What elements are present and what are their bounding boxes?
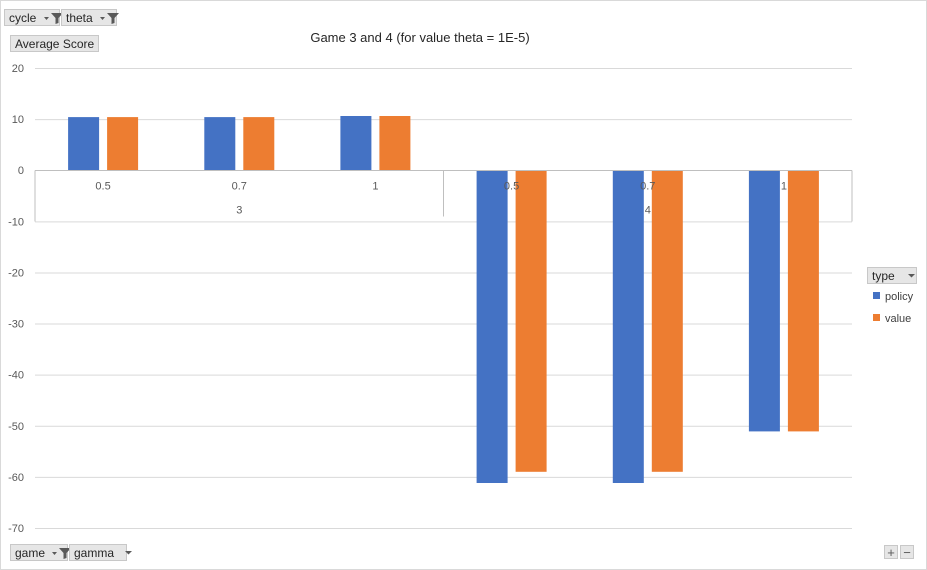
x-tick-label: 1 <box>372 181 378 193</box>
y-tick-label: 20 <box>12 63 24 75</box>
y-tick-label: -20 <box>8 267 24 279</box>
filter-dropdown-icon <box>99 10 121 27</box>
x-tick-label: 0.5 <box>504 181 519 193</box>
y-tick-label: 10 <box>12 114 24 126</box>
zoom-out-button[interactable]: − <box>900 545 914 559</box>
game-filter-button[interactable]: game <box>10 544 72 561</box>
theta-filter-button[interactable]: theta <box>61 9 120 26</box>
bar-value <box>651 170 683 472</box>
gamma-filter-label: gamma <box>74 546 115 560</box>
y-tick-label: -10 <box>8 216 24 228</box>
bar-policy <box>612 170 644 483</box>
y-tick-label: -30 <box>8 319 24 331</box>
legend-label-value: value <box>885 313 912 325</box>
bar-policy <box>340 116 372 171</box>
x-group-label: 3 <box>236 205 242 217</box>
bar-value <box>379 116 411 171</box>
y-tick-label: -60 <box>8 472 24 484</box>
bar-value <box>515 170 547 472</box>
legend-swatch-policy <box>873 292 880 299</box>
bar-policy <box>476 170 508 483</box>
cycle-filter-button[interactable]: cycle <box>4 9 63 26</box>
zoom-in-button[interactable]: + <box>884 545 898 559</box>
x-group-label: 4 <box>645 205 651 217</box>
cycle-filter-label: cycle <box>9 11 37 25</box>
dropdown-icon <box>908 268 916 285</box>
legend-label-policy: policy <box>885 291 914 303</box>
gamma-filter-button[interactable]: gamma <box>69 544 133 561</box>
filter-dropdown-icon <box>43 10 65 27</box>
average-score-field-button[interactable]: Average Score <box>10 35 100 52</box>
type-legend-label: type <box>872 269 895 283</box>
filter-dropdown-icon <box>51 545 73 562</box>
theta-filter-label: theta <box>66 11 93 25</box>
type-legend-button[interactable]: type <box>867 267 917 284</box>
legend-swatch-value <box>873 314 880 321</box>
y-tick-label: 0 <box>18 165 24 177</box>
y-tick-label: -50 <box>8 421 24 433</box>
legend-item-value: value <box>873 312 911 326</box>
y-tick-label: -70 <box>8 523 24 535</box>
x-tick-label: 0.7 <box>232 181 247 193</box>
bar-value <box>107 117 139 171</box>
chart-title: Game 3 and 4 (for value theta = 1E-5) <box>310 30 530 45</box>
x-tick-label: 0.7 <box>640 181 655 193</box>
bar-value <box>243 117 275 171</box>
dropdown-icon <box>125 545 133 562</box>
legend-item-policy: policy <box>873 290 913 304</box>
x-tick-label: 1 <box>781 181 787 193</box>
bar-policy <box>68 117 100 171</box>
bar-policy <box>204 117 236 171</box>
game-filter-label: game <box>15 546 46 560</box>
bar-policy <box>748 170 780 432</box>
bar-value <box>787 170 819 432</box>
average-score-label: Average Score <box>15 37 95 51</box>
y-tick-label: -40 <box>8 370 24 382</box>
x-tick-label: 0.5 <box>95 181 110 193</box>
